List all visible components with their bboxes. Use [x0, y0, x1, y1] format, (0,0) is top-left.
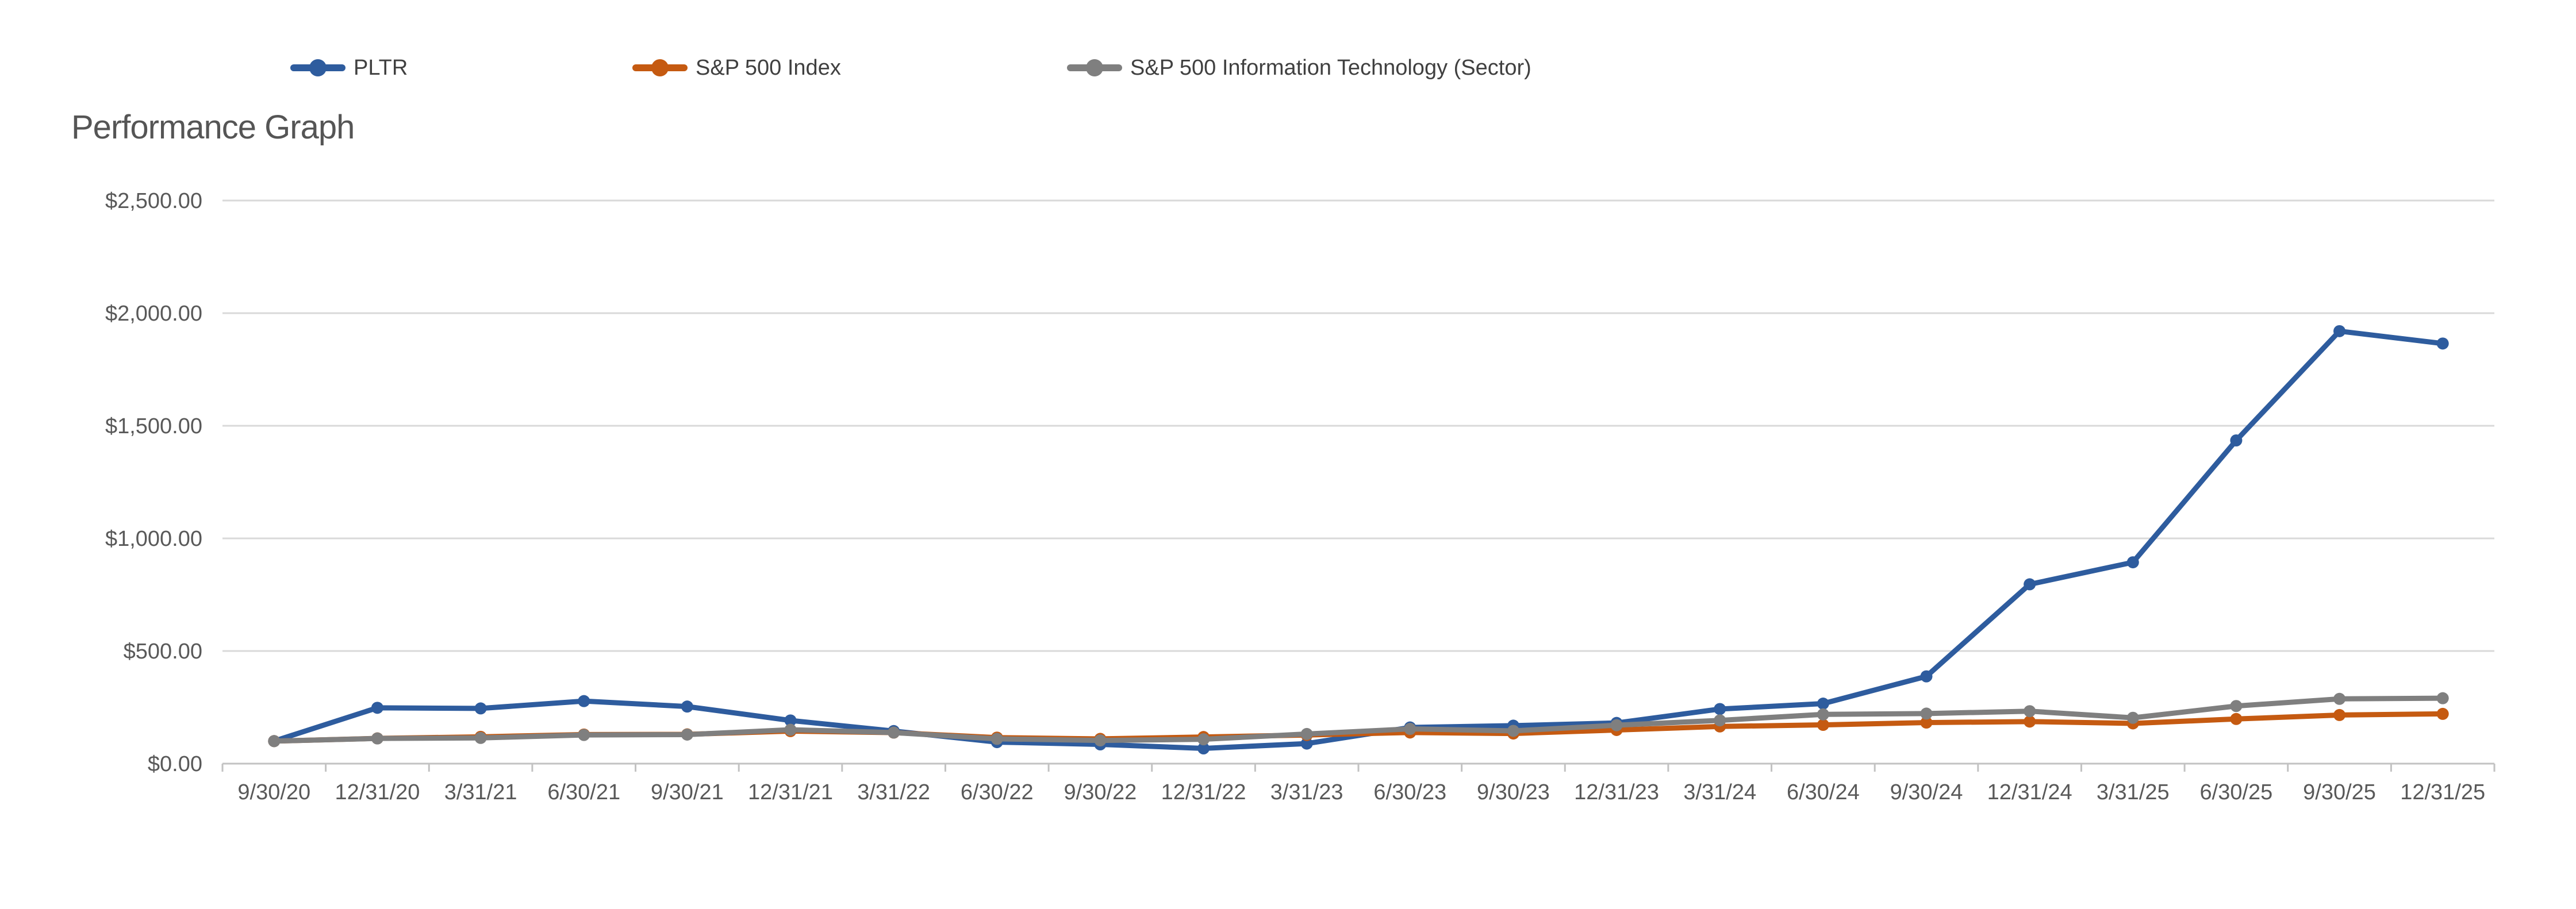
data-point-2	[991, 733, 1003, 745]
legend-label-sp500-it: S&P 500 Information Technology (Sector)	[1130, 55, 1531, 80]
x-tick-label: 6/30/21	[547, 780, 620, 804]
data-point-0	[2024, 578, 2036, 591]
x-tick-label: 9/30/24	[1890, 780, 1963, 804]
x-tick-label: 6/30/25	[2200, 780, 2273, 804]
x-tick-label: 9/30/23	[1477, 780, 1550, 804]
x-tick-label: 3/31/21	[444, 780, 517, 804]
data-point-0	[681, 700, 693, 713]
data-point-1	[1817, 719, 1829, 731]
data-point-2	[474, 731, 487, 744]
x-tick-label: 12/31/25	[2400, 780, 2485, 804]
data-point-2	[1507, 725, 1519, 737]
data-point-0	[2436, 337, 2449, 350]
data-point-2	[1610, 719, 1623, 731]
data-point-2	[784, 723, 797, 736]
legend-item-sp500-it: S&P 500 Information Technology (Sector)	[1067, 55, 1531, 80]
legend-label-pltr: PLTR	[354, 55, 408, 80]
data-point-0	[2126, 556, 2139, 569]
data-point-2	[2024, 705, 2036, 718]
data-point-0	[2230, 434, 2243, 446]
data-point-2	[2230, 700, 2243, 712]
x-tick-label: 12/31/20	[335, 780, 420, 804]
legend-dot-icon	[651, 59, 669, 76]
data-point-2	[578, 729, 590, 741]
data-point-2	[681, 728, 693, 741]
x-tick-label: 3/31/25	[2097, 780, 2170, 804]
data-point-0	[1300, 737, 1313, 750]
y-tick-label: $0.00	[148, 752, 202, 776]
data-point-2	[1300, 727, 1313, 740]
legend-dot-icon	[1086, 59, 1103, 76]
chart-legend: PLTR S&P 500 Index S&P 500 Information T…	[0, 55, 2576, 80]
chart-title: Performance Graph	[71, 109, 355, 146]
y-tick-label: $1,500.00	[105, 414, 202, 438]
x-tick-label: 9/30/20	[237, 780, 310, 804]
data-point-0	[1714, 703, 1726, 715]
data-point-2	[1817, 708, 1829, 721]
x-tick-label: 3/31/22	[857, 780, 930, 804]
data-point-2	[888, 726, 900, 739]
x-tick-label: 6/30/22	[961, 780, 1034, 804]
data-point-0	[1920, 670, 1933, 683]
data-point-1	[2436, 707, 2449, 720]
data-point-2	[2126, 711, 2139, 724]
data-point-2	[1714, 714, 1726, 727]
legend-item-pltr: PLTR	[290, 55, 408, 80]
x-tick-label: 3/31/23	[1270, 780, 1343, 804]
legend-item-sp500: S&P 500 Index	[632, 55, 841, 80]
data-point-2	[268, 735, 281, 748]
x-tick-label: 9/30/22	[1064, 780, 1137, 804]
y-tick-label: $1,000.00	[105, 527, 202, 551]
legend-label-sp500: S&P 500 Index	[696, 55, 841, 80]
y-tick-label: $500.00	[124, 640, 202, 664]
data-point-2	[1094, 734, 1107, 747]
x-tick-label: 9/30/21	[651, 780, 724, 804]
x-tick-label: 6/30/24	[1787, 780, 1860, 804]
series-line-0	[271, 328, 2446, 752]
x-tick-label: 12/31/23	[1574, 780, 1659, 804]
data-point-2	[1920, 707, 1933, 720]
x-tick-label: 12/31/24	[1987, 780, 2072, 804]
data-point-1	[2230, 712, 2243, 725]
legend-dot-icon	[309, 59, 327, 76]
data-point-0	[1197, 742, 1210, 755]
data-point-2	[1197, 733, 1210, 746]
x-tick-label: 9/30/25	[2303, 780, 2376, 804]
legend-marker-pltr	[290, 59, 345, 76]
data-point-2	[2436, 692, 2449, 704]
data-point-1	[2024, 715, 2036, 728]
data-point-1	[2333, 708, 2346, 721]
legend-marker-sp500-it	[1067, 59, 1122, 76]
x-tick-label: 12/31/22	[1161, 780, 1246, 804]
data-point-0	[2333, 325, 2346, 337]
y-tick-label: $2,500.00	[105, 189, 202, 213]
data-point-0	[784, 714, 797, 727]
x-tick-label: 3/31/24	[1683, 780, 1756, 804]
data-point-2	[371, 732, 383, 745]
data-point-0	[1817, 698, 1829, 710]
legend-marker-sp500	[632, 59, 688, 76]
y-tick-label: $2,000.00	[105, 302, 202, 326]
x-tick-label: 6/30/23	[1373, 780, 1446, 804]
data-point-2	[2333, 692, 2346, 705]
data-point-1	[1920, 717, 1933, 729]
x-tick-label: 12/31/21	[748, 780, 833, 804]
data-point-0	[371, 702, 383, 714]
data-point-0	[474, 702, 487, 715]
series-line-2	[271, 695, 2446, 744]
data-point-2	[1404, 723, 1416, 735]
data-point-0	[578, 695, 590, 707]
